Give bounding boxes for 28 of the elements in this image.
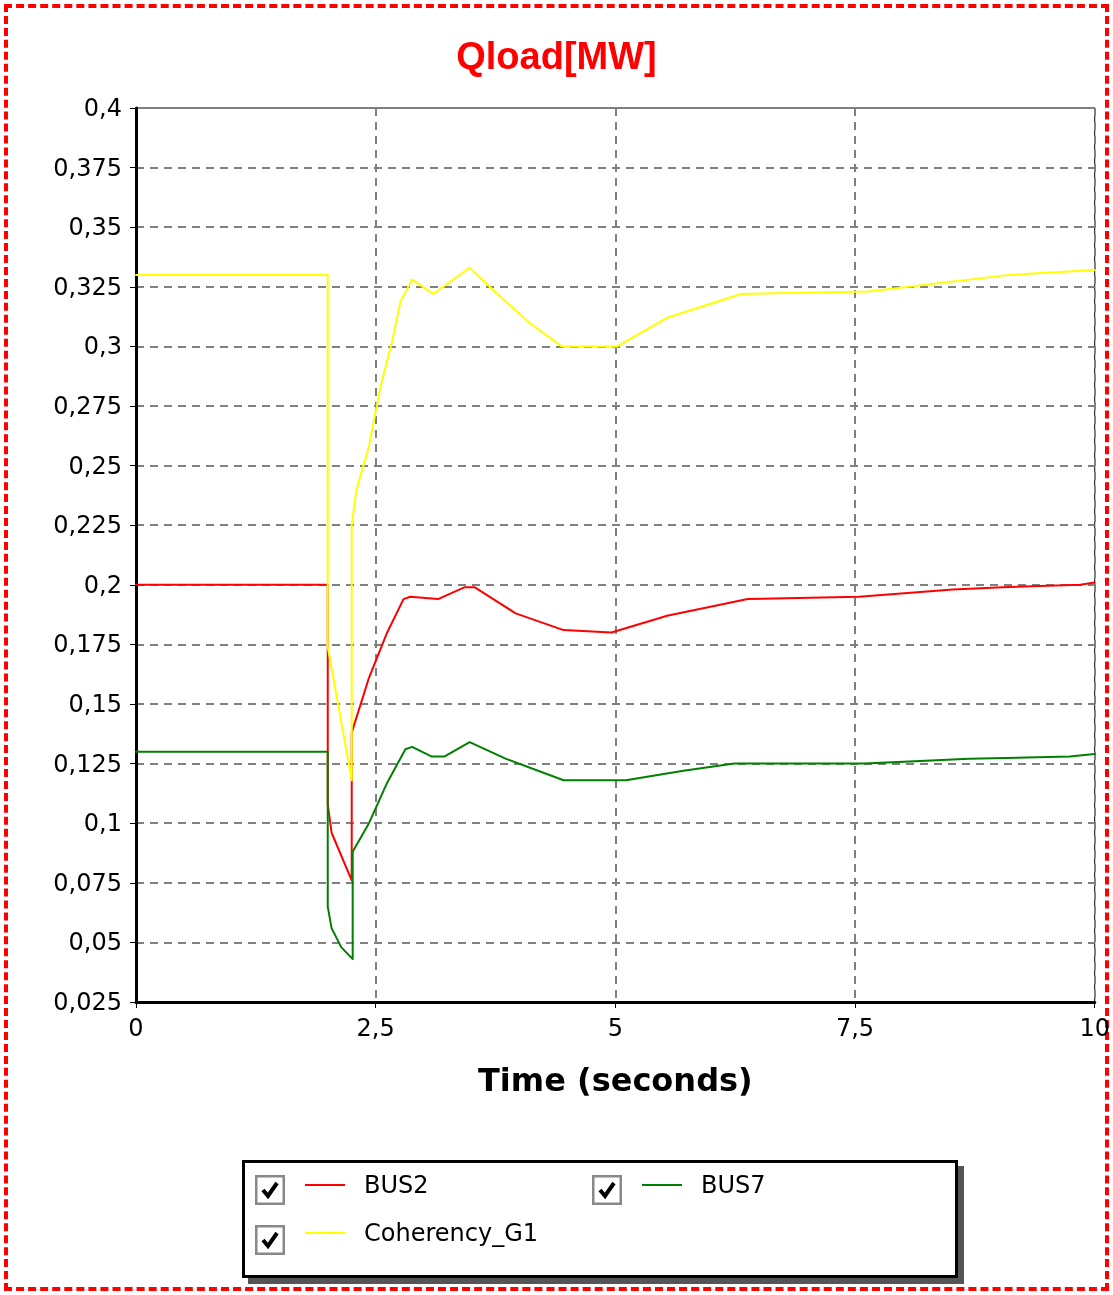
y-tick-label: 0,15	[68, 690, 122, 718]
y-tick-label: 0,125	[53, 749, 122, 778]
y-tick-label: 0,35	[68, 213, 122, 242]
x-tick-label: 2,5	[356, 1014, 395, 1042]
y-tick-label: 0,4	[83, 94, 122, 122]
y-tick-label: 0,025	[53, 988, 122, 1016]
legend-label: Coherency_G1	[364, 1219, 538, 1247]
y-tick-label: 0,1	[83, 809, 122, 838]
x-tick-label: 10	[1079, 1014, 1110, 1042]
legend-label: BUS2	[364, 1171, 429, 1199]
y-tick-label: 0,225	[53, 511, 122, 540]
y-tick-label: 0,25	[68, 451, 122, 480]
y-tick-label: 0,275	[53, 392, 122, 420]
y-tick-label: 0,05	[68, 928, 122, 957]
y-tick-label: 0,075	[53, 868, 122, 897]
x-tick-label: 7,5	[835, 1014, 875, 1042]
y-tick-label: 0,375	[53, 153, 122, 182]
x-tick-label: 0	[128, 1014, 144, 1042]
chart-title: Qload[MW]	[456, 35, 657, 77]
x-axis-title: Time (seconds)	[478, 1061, 753, 1099]
y-tick-label: 0,2	[83, 570, 122, 599]
y-tick-label: 0,325	[53, 272, 122, 301]
y-tick-label: 0,175	[53, 630, 122, 659]
line-series	[135, 741, 1096, 961]
line-series	[135, 266, 1096, 782]
legend-label: BUS7	[701, 1171, 766, 1199]
x-tick-label: 5	[607, 1014, 624, 1042]
y-tick-label: 0,3	[83, 332, 122, 361]
